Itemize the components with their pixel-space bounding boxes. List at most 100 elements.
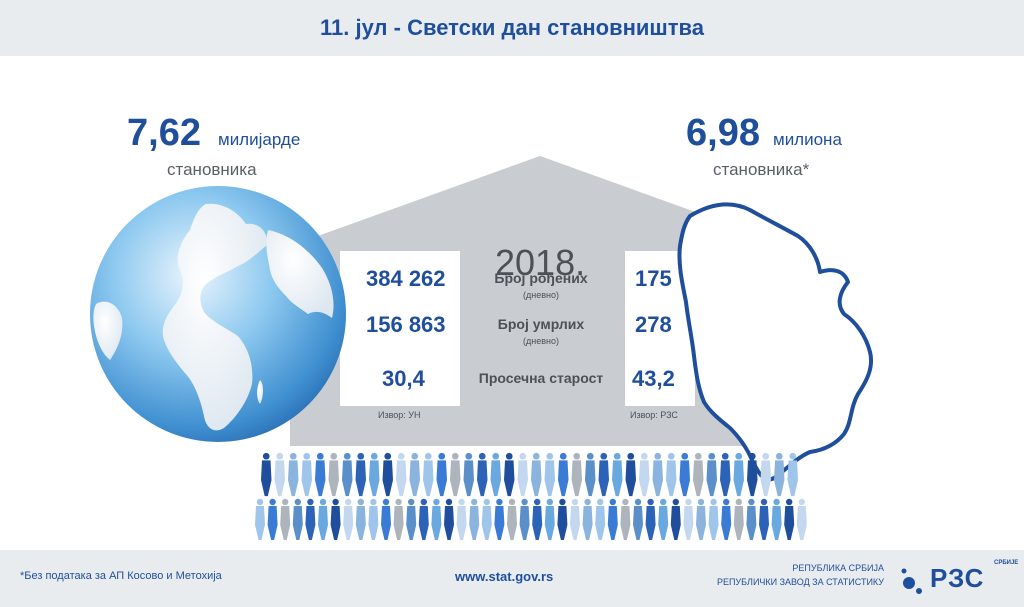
person-silhouette [481, 498, 492, 540]
globe-icon [90, 186, 346, 442]
person-silhouette [670, 498, 681, 540]
person-silhouette [418, 498, 429, 540]
rzs-logo-icon [901, 568, 922, 594]
person-silhouette [612, 452, 623, 497]
person-silhouette [652, 452, 663, 497]
person-silhouette [255, 498, 265, 540]
person-silhouette [607, 498, 618, 540]
person-silhouette [368, 498, 379, 540]
person-silhouette [639, 452, 650, 497]
person-silhouette [582, 498, 593, 540]
person-silhouette [683, 498, 694, 540]
person-silhouette [571, 452, 582, 497]
person-silhouette [746, 498, 757, 540]
logo-small-text: СРБИЈЕ [994, 560, 1019, 566]
deaths-sublabel: (дневно) [523, 336, 559, 346]
person-silhouette [787, 452, 798, 497]
people-crowd-illustration [255, 452, 807, 540]
person-silhouette [519, 498, 530, 540]
person-silhouette [330, 498, 341, 540]
page-title: 11. јул - Светски дан становништва [320, 15, 704, 40]
person-silhouette [796, 498, 807, 540]
person-silhouette [328, 452, 339, 497]
person-silhouette [666, 452, 677, 497]
person-silhouette [532, 498, 543, 540]
person-silhouette [570, 498, 580, 540]
person-silhouette [301, 452, 312, 497]
person-silhouette [784, 498, 795, 540]
person-silhouette [267, 498, 278, 540]
person-silhouette [409, 452, 420, 497]
person-silhouette [477, 452, 488, 497]
person-silhouette [423, 452, 434, 497]
person-silhouette [760, 452, 771, 497]
year-label: 2018. [495, 242, 586, 283]
footer-bar: *Без података за АП Косово и Метохија ww… [0, 550, 1024, 607]
person-silhouette [771, 498, 782, 540]
person-silhouette [679, 452, 690, 497]
person-silhouette [342, 452, 353, 497]
footer-note: *Без података за АП Косово и Метохија [20, 570, 222, 582]
serbia-age-value: 43,2 [632, 366, 675, 391]
person-silhouette [708, 498, 719, 540]
serbia-population-sub: становника* [713, 160, 810, 179]
person-silhouette [720, 452, 731, 497]
person-silhouette [494, 498, 505, 540]
world-births-value: 384 262 [366, 266, 446, 291]
world-population-number: 7,62 [127, 112, 201, 154]
person-silhouette [706, 452, 717, 497]
world-source: Извор: УН [378, 410, 421, 420]
person-silhouette [733, 452, 744, 497]
person-silhouette [625, 452, 636, 497]
person-silhouette [382, 452, 393, 497]
person-silhouette [645, 498, 656, 540]
serbia-source: Извор: РЗС [630, 410, 678, 420]
person-silhouette [393, 498, 404, 540]
person-silhouette [693, 452, 704, 497]
person-silhouette [292, 498, 303, 540]
person-silhouette [431, 498, 442, 540]
person-silhouette [355, 498, 366, 540]
person-silhouette [774, 452, 785, 497]
person-silhouette [444, 498, 454, 540]
world-population-unit: милијарде [218, 130, 301, 149]
person-silhouette [463, 452, 474, 497]
person-silhouette [343, 498, 354, 540]
person-silhouette [658, 498, 669, 540]
org-name-line2: РЕПУБЛИЧКИ ЗАВОД ЗА СТАТИСТИКУ [716, 577, 884, 587]
person-silhouette [696, 498, 706, 540]
person-silhouette [369, 452, 380, 497]
person-silhouette [747, 452, 758, 497]
person-silhouette [531, 452, 542, 497]
serbia-population-unit: милиона [773, 130, 842, 149]
person-silhouette [288, 452, 299, 497]
person-silhouette [396, 452, 407, 497]
person-silhouette [633, 498, 643, 540]
person-silhouette [456, 498, 467, 540]
person-silhouette [504, 452, 515, 497]
person-silhouette [721, 498, 732, 540]
footer-url-link[interactable]: www.stat.gov.rs [455, 569, 554, 584]
infographic-canvas: 7,62 милијарде становника 6,98 милиона с… [0, 56, 1024, 550]
person-silhouette [544, 452, 555, 497]
person-silhouette [490, 452, 501, 497]
serbia-births-value: 175 [635, 266, 672, 291]
age-label: Просечна старост [478, 370, 604, 386]
person-silhouette [261, 452, 272, 497]
person-silhouette [558, 452, 569, 497]
person-silhouette [759, 498, 769, 540]
world-population-sub: становника [167, 160, 257, 179]
person-silhouette [595, 498, 606, 540]
person-silhouette [406, 498, 417, 540]
logo-text: РЗС [930, 563, 985, 593]
person-silhouette [436, 452, 447, 497]
person-silhouette [585, 452, 596, 497]
world-stats-panel [340, 251, 460, 406]
serbia-map [677, 202, 873, 482]
person-silhouette [620, 498, 631, 540]
person-silhouette [280, 498, 291, 540]
person-silhouette [598, 452, 609, 497]
world-deaths-value: 156 863 [366, 312, 446, 337]
serbia-deaths-value: 278 [635, 312, 672, 337]
person-silhouette [469, 498, 480, 540]
